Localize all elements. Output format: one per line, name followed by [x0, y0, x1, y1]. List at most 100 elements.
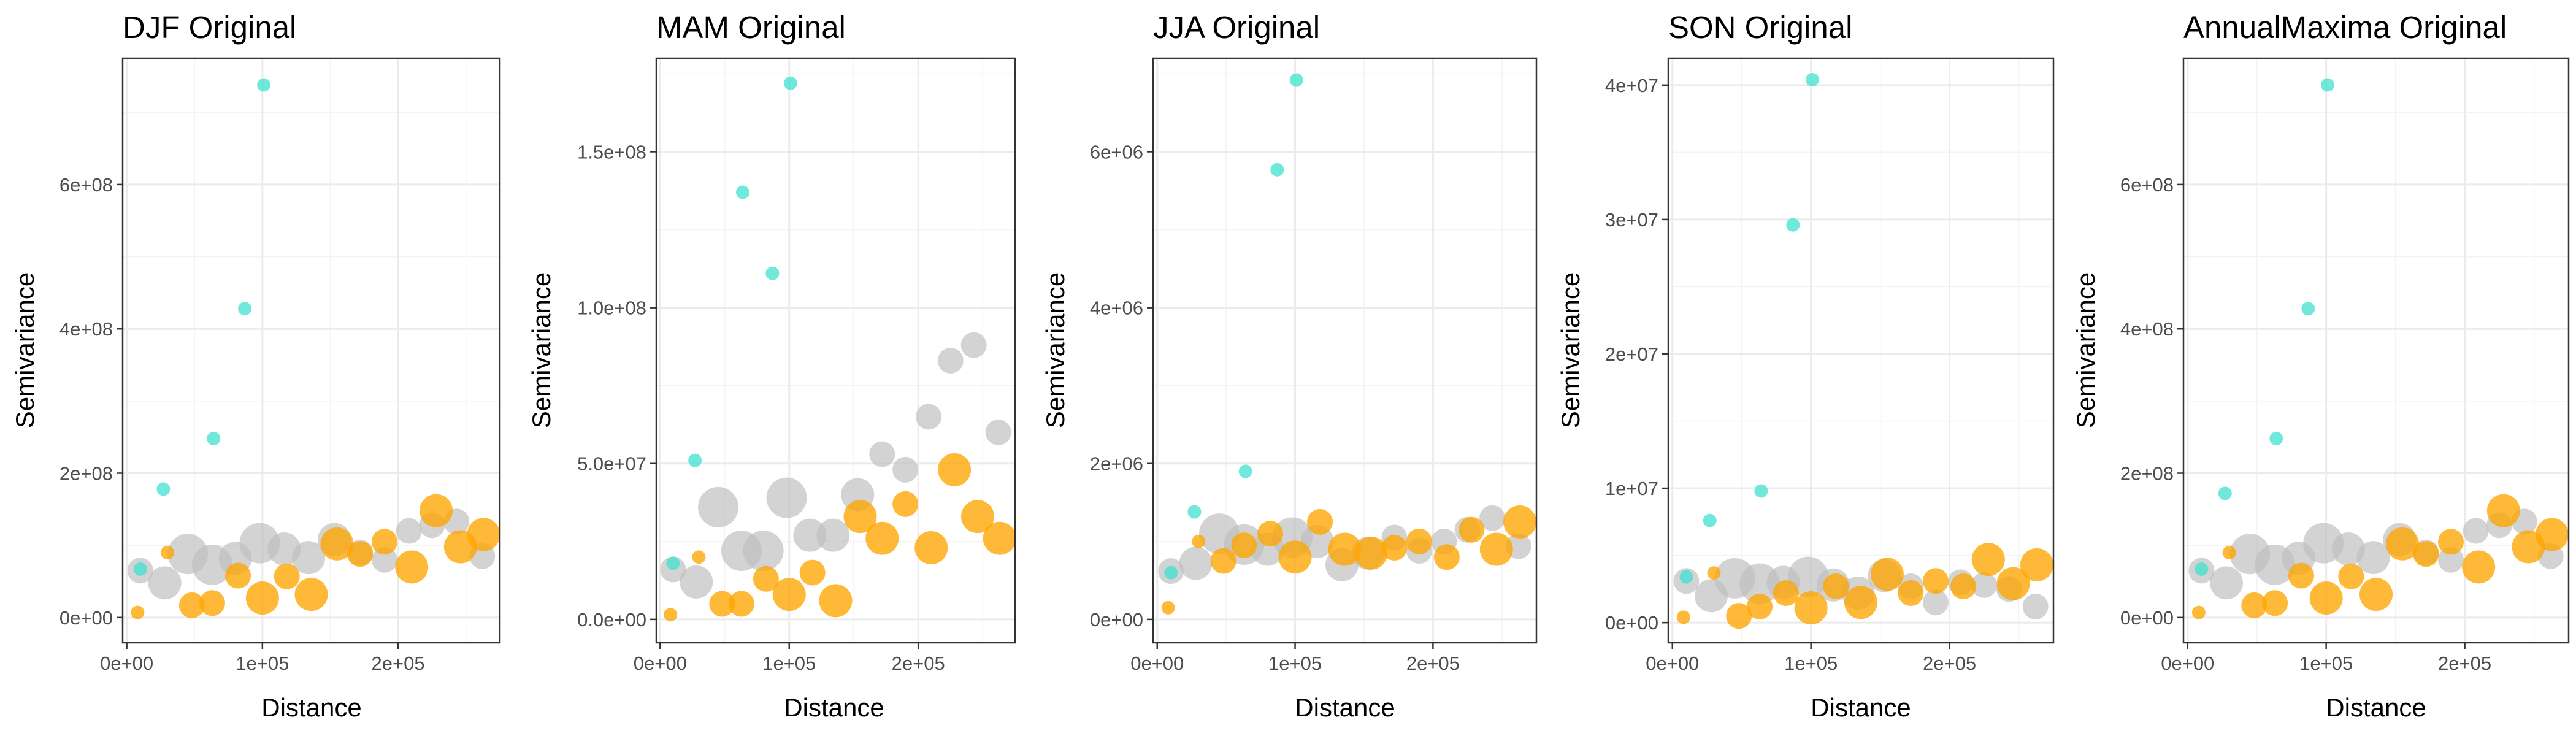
orange-point: [692, 550, 706, 564]
grey-point: [680, 565, 713, 599]
orange-point: [1307, 509, 1333, 535]
x-tick-label: 0e+00: [634, 653, 687, 674]
cyan-point: [1754, 484, 1768, 498]
cyan-point: [688, 453, 702, 467]
orange-point: [1354, 536, 1388, 570]
x-axis-title: Distance: [1811, 693, 1911, 722]
orange-point: [371, 529, 397, 555]
grey-point: [793, 518, 827, 552]
plot-frame: [2182, 57, 2570, 644]
cyan-point: [1805, 73, 1819, 87]
grey-point: [396, 518, 422, 544]
x-tick-label: 0e+00: [1646, 653, 1699, 674]
y-tick-label: 0e+00: [2120, 607, 2174, 629]
y-tick-label: 4e+08: [2120, 318, 2174, 340]
grey-point: [2356, 541, 2390, 575]
y-tick-label: 1e+07: [1605, 478, 1658, 499]
orange-point: [1381, 534, 1408, 561]
grey-point: [1971, 572, 1998, 598]
orange-point: [1707, 566, 1721, 580]
y-axis-title: Semivariance: [10, 272, 39, 428]
x-tick-label: 0e+00: [100, 653, 153, 674]
orange-point: [2535, 518, 2569, 551]
orange-point: [2222, 545, 2236, 559]
y-axis-title: Semivariance: [1556, 272, 1585, 428]
orange-point: [2385, 527, 2419, 561]
orange-point: [1773, 580, 1800, 606]
orange-point: [799, 559, 826, 586]
orange-point: [1794, 591, 1828, 625]
cyan-point: [238, 302, 252, 316]
orange-point: [294, 578, 328, 611]
x-tick-label: 0e+00: [2161, 653, 2214, 674]
orange-point: [1231, 532, 1257, 559]
orange-point: [843, 500, 877, 534]
orange-point: [1726, 603, 1752, 629]
panel-5: AnnualMaxima Original Distance Semivaria…: [2071, 10, 2570, 722]
orange-point: [245, 581, 279, 615]
y-tick-label: 4e+08: [59, 318, 113, 340]
grey-point: [816, 518, 850, 552]
orange-point: [2288, 562, 2315, 589]
orange-point: [2262, 590, 2288, 616]
orange-point: [2191, 605, 2206, 619]
orange-point: [753, 565, 779, 592]
grey-point: [698, 486, 739, 527]
y-tick-label: 0.0e+00: [577, 609, 646, 631]
cyan-point: [156, 482, 171, 496]
orange-point: [274, 563, 300, 589]
x-tick-label: 1e+05: [1784, 653, 1838, 674]
orange-point: [2462, 550, 2496, 584]
orange-point: [1328, 532, 1362, 566]
orange-point: [1922, 568, 1949, 594]
cyan-point: [1164, 565, 1178, 580]
orange-point: [2413, 541, 2439, 567]
orange-point: [1192, 534, 1206, 548]
orange-point: [728, 591, 754, 617]
grey-point: [2437, 546, 2464, 573]
x-tick-label: 2e+05: [1406, 653, 1460, 674]
plot-area: 0e+00 1e+05 2e+05 0e+00 1e+07 2e+07 3e+07 4e+07: [1605, 57, 2055, 674]
y-axis-title: Semivariance: [1041, 272, 1070, 428]
orange-point: [2359, 578, 2393, 611]
cyan-point: [2195, 562, 2209, 576]
orange-point: [1996, 567, 2030, 600]
y-tick-label: 0e+00: [59, 607, 113, 629]
orange-point: [1406, 528, 1432, 554]
orange-point: [420, 494, 453, 527]
y-tick-label: 2e+06: [1090, 453, 1143, 475]
orange-point: [2020, 548, 2053, 581]
cyan-point: [783, 76, 797, 90]
grey-point: [148, 566, 182, 600]
orange-point: [772, 578, 806, 611]
cyan-point: [133, 562, 147, 576]
cyan-point: [2320, 78, 2334, 92]
cyan-point: [1786, 218, 1800, 232]
orange-point: [1898, 580, 1924, 606]
orange-point: [865, 521, 899, 555]
orange-point: [2241, 592, 2267, 618]
grey-point: [937, 348, 964, 374]
panel-title: AnnualMaxima Original: [2183, 10, 2507, 45]
orange-point: [161, 545, 175, 559]
plot-area: 0e+00 1e+05 2e+05 0.0e+00 5.0e+07 1.0e+08 1.5e…: [577, 57, 1016, 674]
cyan-point: [2269, 432, 2283, 446]
y-axis-title: Semivariance: [2071, 272, 2100, 428]
cyan-point: [735, 185, 749, 199]
grey-point: [960, 332, 987, 358]
x-tick-label: 2e+05: [1923, 653, 1976, 674]
orange-point: [1844, 586, 1877, 619]
y-tick-label: 6e+08: [59, 174, 113, 196]
cyan-point: [1679, 570, 1693, 584]
orange-point: [914, 531, 948, 564]
orange-point: [2309, 581, 2343, 615]
orange-point: [709, 591, 735, 617]
orange-point: [938, 453, 972, 486]
orange-point: [1257, 521, 1284, 547]
y-tick-label: 1.5e+08: [577, 141, 646, 163]
panel-1: DJF Original Distance Semivariance 0e+00…: [10, 10, 501, 722]
x-tick-label: 2e+05: [372, 653, 425, 674]
y-tick-label: 2e+08: [59, 463, 113, 485]
panel-title: MAM Original: [656, 10, 846, 45]
